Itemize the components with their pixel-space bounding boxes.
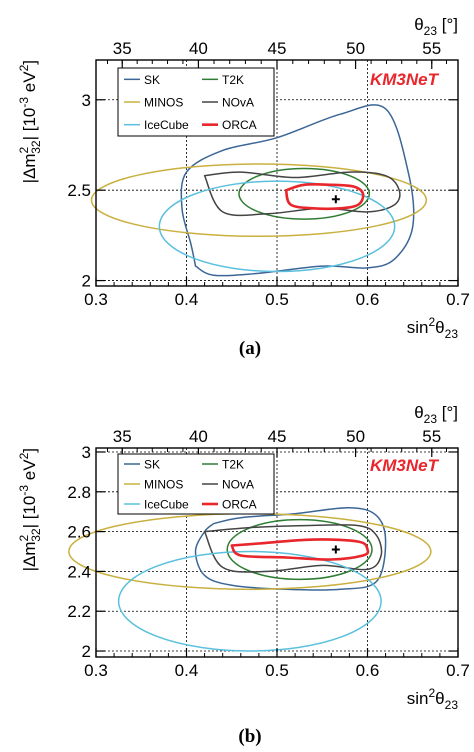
- legend-label-orca: ORCA: [222, 118, 257, 132]
- top-tick-label: 50: [346, 39, 365, 58]
- x-tick-label: 0.3: [84, 290, 108, 309]
- legend-label-icecube: IceCube: [144, 118, 189, 132]
- top-tick-label: 45: [268, 427, 287, 446]
- contour-t2k: [238, 167, 371, 220]
- y-tick-label: 2.8: [67, 483, 91, 502]
- y-tick-label: 2.5: [67, 181, 91, 200]
- x-axis-label: sin2θ23: [407, 686, 459, 712]
- contour-icecube: [117, 550, 382, 652]
- legend-label-t2k: T2K: [222, 73, 244, 87]
- legend-label-sk: SK: [144, 73, 160, 87]
- top-tick-label: 50: [346, 427, 365, 446]
- y-axis-label: |Δm232| [10-3 eV2]: [17, 448, 43, 571]
- panel-label: (a): [239, 338, 261, 359]
- top-tick-label: 35: [113, 39, 132, 58]
- contour-sk: [194, 506, 387, 591]
- watermark-km3net: KM3NeT: [370, 70, 440, 89]
- y-tick-label: 3: [82, 443, 91, 462]
- y-tick-label: 2.2: [67, 602, 91, 621]
- top-tick-label: 45: [268, 39, 287, 58]
- chart-panel-a: 0.3 0.4 0.5 0.6 0.7 2 2.5 3 35 40 45 50 55 sin2θ23 θ23…: [17, 15, 470, 359]
- top-tick-label: 40: [189, 427, 208, 446]
- top-tick-label: 55: [422, 427, 441, 446]
- x-tick-label: 0.7: [446, 661, 470, 680]
- x-tick-label: 0.7: [446, 290, 470, 309]
- y-tick-label: 2: [82, 272, 91, 291]
- top-axis-label: θ23 [°]: [414, 15, 458, 38]
- legend-label-orca: ORCA: [222, 498, 257, 512]
- x-tick-label: 0.5: [265, 290, 289, 309]
- contour-icecube: [158, 180, 396, 273]
- contour-minos: [90, 163, 428, 238]
- x-axis-label: sin2θ23: [407, 315, 459, 341]
- legend-label-icecube: IceCube: [144, 498, 189, 512]
- contour-orca: [284, 182, 365, 211]
- best-fit-marker: [331, 545, 340, 554]
- x-tick-label: 0.5: [265, 661, 289, 680]
- top-tick-label: 40: [189, 39, 208, 58]
- x-tick-label: 0.6: [356, 290, 380, 309]
- legend-label-minos: MINOS: [144, 96, 183, 110]
- legend-box: [117, 67, 275, 137]
- watermark-km3net: KM3NeT: [370, 456, 440, 475]
- top-tick-label: 55: [422, 39, 441, 58]
- y-tick-label: 2.6: [67, 523, 91, 542]
- x-tick-label: 0.4: [175, 661, 199, 680]
- legend-label-t2k: T2K: [222, 458, 244, 472]
- y-tick-label: 2.4: [67, 562, 91, 581]
- legend-label-minos: MINOS: [144, 478, 183, 492]
- legend-label-sk: SK: [144, 458, 160, 472]
- legend-label-nova: NOvA: [222, 96, 254, 110]
- y-tick-label: 3: [82, 91, 91, 110]
- top-tick-label: 35: [113, 427, 132, 446]
- contour-nova: [203, 171, 401, 217]
- legend-box: [117, 453, 275, 515]
- y-axis-label: |Δm232| [10-3 eV2]: [17, 60, 43, 183]
- panel-label: (b): [238, 726, 261, 747]
- y-tick-label: 2: [82, 642, 91, 661]
- contour-t2k: [226, 518, 373, 581]
- contour-orca: [230, 538, 370, 561]
- contour-nova: [203, 524, 383, 573]
- contour-sk: [180, 104, 415, 277]
- legend-label-nova: NOvA: [222, 478, 254, 492]
- best-fit-marker: [331, 195, 340, 204]
- x-tick-label: 0.4: [175, 290, 199, 309]
- top-axis-label: θ23 [°]: [414, 403, 458, 426]
- x-tick-label: 0.3: [84, 661, 108, 680]
- chart-panel-b: 0.3 0.4 0.5 0.6 0.7 2 2.2 2.4 2.6 2.8 3 35 40 45 50 55 s…: [17, 403, 470, 747]
- x-tick-label: 0.6: [356, 661, 380, 680]
